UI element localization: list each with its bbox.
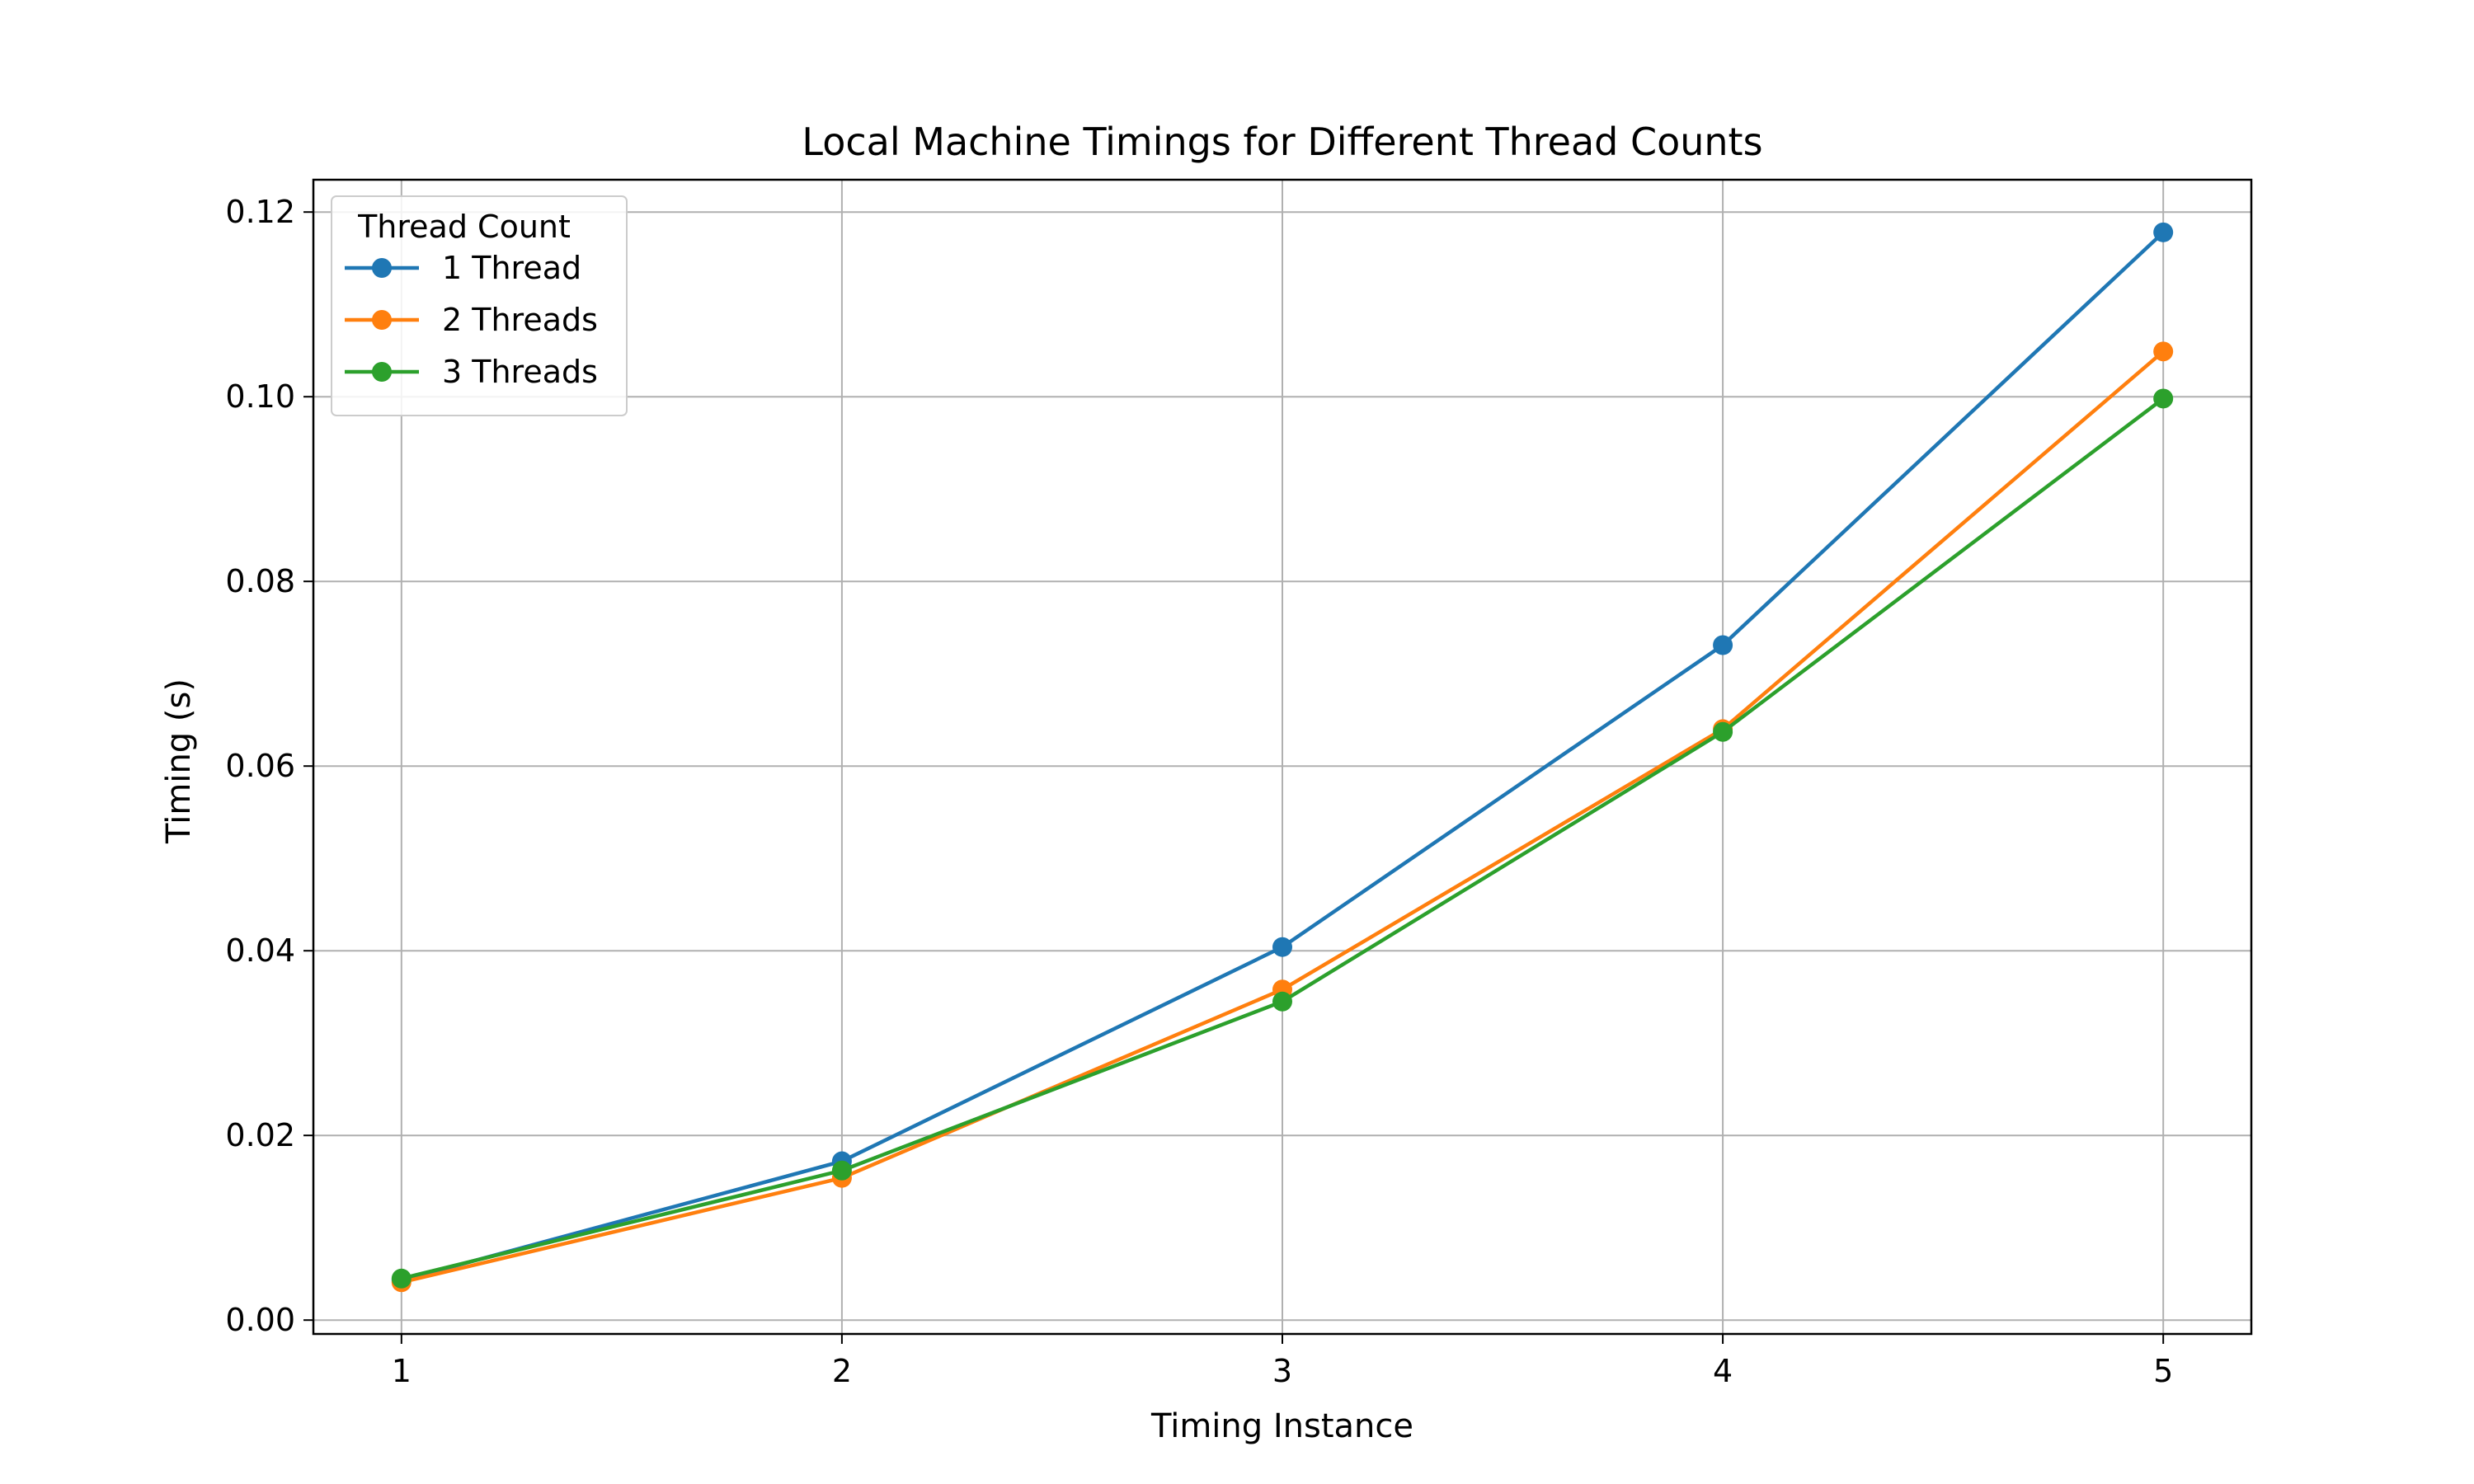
series-layer bbox=[391, 222, 2174, 1293]
y-tick-label: 0.00 bbox=[225, 1302, 295, 1338]
y-tick-label: 0.02 bbox=[225, 1117, 295, 1153]
chart-title: Local Machine Timings for Different Thre… bbox=[802, 120, 1762, 164]
data-point bbox=[1272, 937, 1292, 957]
data-point bbox=[2153, 388, 2174, 409]
legend-box bbox=[331, 195, 628, 416]
legend-item: 3 Threads bbox=[345, 354, 598, 390]
y-axis-label: Timing (s) bbox=[160, 679, 198, 844]
data-point bbox=[831, 1160, 852, 1181]
data-point bbox=[391, 1268, 412, 1289]
series-3 bbox=[391, 388, 2174, 1289]
axes-layer: 1 2 3 4 5 0.00 0.02 0.04 0.06 0.08 0.10 0.12 bbox=[225, 178, 2253, 1389]
x-tick-label: 2 bbox=[832, 1353, 852, 1389]
legend-title: Thread Count bbox=[357, 209, 571, 245]
legend-label: 1 Thread bbox=[442, 250, 581, 286]
legend-label: 3 Threads bbox=[442, 354, 598, 390]
data-point bbox=[2153, 222, 2174, 242]
legend-marker bbox=[372, 258, 392, 278]
y-tick-label: 0.08 bbox=[225, 563, 295, 599]
legend-item: 2 Threads bbox=[345, 302, 598, 338]
x-tick-label: 5 bbox=[2153, 1353, 2173, 1389]
y-tick-label: 0.04 bbox=[225, 932, 295, 969]
data-point bbox=[1272, 991, 1292, 1012]
x-tick-label: 1 bbox=[392, 1353, 412, 1389]
y-tick-label: 0.10 bbox=[225, 378, 295, 415]
legend-label: 2 Threads bbox=[442, 302, 598, 338]
legend-item: 1 Thread bbox=[345, 250, 581, 286]
data-point bbox=[1713, 721, 1733, 742]
legend: Thread Count 1 Thread 2 Threads 3 Threads bbox=[331, 195, 628, 416]
data-point bbox=[2153, 341, 2174, 362]
x-tick-label: 4 bbox=[1713, 1353, 1733, 1389]
x-tick-label: 3 bbox=[1272, 1353, 1292, 1389]
grid-layer bbox=[313, 180, 2251, 1334]
data-point bbox=[1713, 635, 1733, 655]
legend-marker bbox=[372, 362, 392, 382]
y-tick-label: 0.06 bbox=[225, 748, 295, 784]
y-tick-label: 0.12 bbox=[225, 194, 295, 230]
legend-marker bbox=[372, 310, 392, 330]
plot-frame bbox=[312, 178, 2253, 1336]
x-axis-label: Timing Instance bbox=[1150, 1407, 1413, 1445]
